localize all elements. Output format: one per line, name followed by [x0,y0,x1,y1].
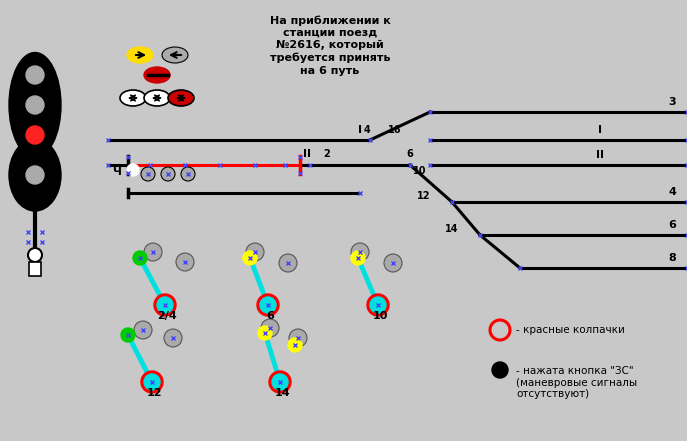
Text: II: II [596,150,604,160]
Text: I: I [598,125,602,135]
Text: - красные колпачки: - красные колпачки [516,325,625,335]
Text: - нажата кнопка "ЗС"
(маневровые сигналы
отсутствуют): - нажата кнопка "ЗС" (маневровые сигналы… [516,366,637,399]
Text: I: I [358,125,362,135]
Circle shape [141,167,155,181]
Circle shape [246,243,264,261]
Text: 10: 10 [413,166,427,176]
Circle shape [176,253,194,271]
Text: II: II [303,149,311,159]
Text: 14: 14 [274,388,290,398]
Circle shape [279,254,297,272]
Text: 12: 12 [416,191,430,201]
Text: 6: 6 [668,220,676,230]
Text: 12: 12 [146,388,161,398]
Circle shape [261,319,279,337]
Circle shape [370,297,386,313]
Ellipse shape [9,52,61,157]
Circle shape [181,167,195,181]
Circle shape [351,251,365,265]
Text: 16: 16 [388,125,402,135]
Circle shape [260,297,276,313]
Circle shape [289,329,307,347]
Circle shape [121,328,135,342]
Circle shape [26,96,44,114]
Text: 4: 4 [668,187,676,197]
Text: 10: 10 [372,311,387,321]
Text: Ч: Ч [112,167,121,177]
Circle shape [134,321,152,339]
Ellipse shape [9,139,61,211]
Circle shape [272,374,288,390]
Ellipse shape [127,47,153,63]
Circle shape [243,251,257,265]
Circle shape [492,362,508,378]
Ellipse shape [144,90,170,106]
Circle shape [133,251,147,265]
Circle shape [26,126,44,144]
Circle shape [384,254,402,272]
Circle shape [154,294,176,316]
Circle shape [144,374,160,390]
Circle shape [141,371,163,393]
Circle shape [161,167,175,181]
Circle shape [157,297,173,313]
Circle shape [26,66,44,84]
Text: На приближении к
станции поезд
№2616, который
требуется принять
на 6 путь: На приближении к станции поезд №2616, ко… [269,15,390,76]
Circle shape [164,329,182,347]
Circle shape [257,294,279,316]
Text: 3: 3 [668,97,676,107]
Circle shape [26,166,44,184]
Ellipse shape [144,67,170,83]
FancyBboxPatch shape [29,262,41,276]
Circle shape [127,164,139,176]
Circle shape [258,326,272,340]
Text: 8: 8 [668,253,676,263]
Text: 2/4: 2/4 [157,311,177,321]
Ellipse shape [168,90,194,106]
Circle shape [367,294,389,316]
Text: 2: 2 [324,149,330,159]
Ellipse shape [162,47,188,63]
Circle shape [351,243,369,261]
Circle shape [269,371,291,393]
Text: 4: 4 [363,125,370,135]
Circle shape [288,338,302,352]
Text: 6: 6 [266,311,274,321]
Circle shape [28,248,42,262]
Circle shape [144,243,162,261]
Text: 14: 14 [444,224,458,234]
Text: 6: 6 [407,149,414,159]
Ellipse shape [120,90,146,106]
